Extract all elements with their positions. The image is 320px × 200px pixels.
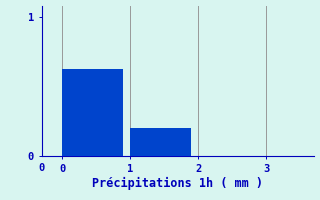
Bar (130, 128, 191, 156)
Text: 0: 0 (38, 163, 45, 173)
X-axis label: Précipitations 1h ( mm ): Précipitations 1h ( mm ) (92, 176, 263, 190)
Bar (62, 68, 123, 156)
